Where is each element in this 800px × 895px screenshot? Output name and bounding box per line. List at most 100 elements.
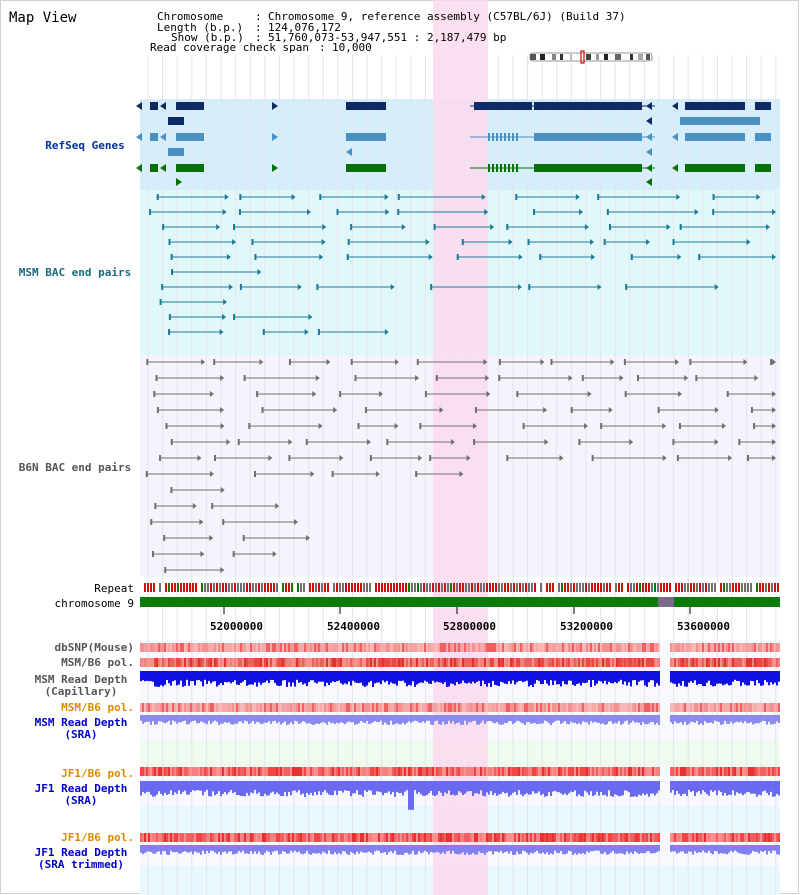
- track-label-jf1-depth-trim[interactable]: JF1 Read Depth: [34, 846, 128, 859]
- polymorphism-mark: [142, 643, 144, 652]
- polymorphism-mark: [396, 643, 398, 652]
- polymorphism-mark: [586, 703, 588, 712]
- polymorphism-mark: [700, 703, 702, 712]
- bac-end: [262, 329, 265, 335]
- read-depth-mark: [146, 671, 148, 681]
- repeat-mark: [339, 583, 341, 592]
- read-depth-mark: [438, 781, 440, 792]
- read-depth-mark: [582, 671, 584, 683]
- polymorphism-mark: [508, 658, 510, 667]
- bac-end: [689, 359, 692, 365]
- polymorphism-mark: [202, 833, 204, 842]
- polymorphism-mark: [770, 658, 772, 667]
- track-label-repeat[interactable]: Repeat: [94, 582, 134, 595]
- polymorphism-mark: [542, 767, 544, 776]
- polymorphism-mark: [312, 643, 314, 652]
- read-depth-mark: [726, 671, 728, 684]
- bac-end-arrow: [587, 391, 592, 397]
- read-depth-mark: [748, 715, 750, 724]
- polymorphism-mark: [548, 833, 550, 842]
- read-depth-mark: [692, 781, 694, 791]
- read-depth-mark: [398, 845, 400, 855]
- bac-end: [424, 391, 427, 397]
- track-label-chromosome[interactable]: chromosome 9: [54, 597, 134, 610]
- track-label-jf1-depth-trim-sub: (SRA trimmed): [37, 858, 125, 871]
- polymorphism-mark: [200, 703, 202, 712]
- track-label-msm-depth-cap[interactable]: MSM Read Depth: [34, 673, 128, 686]
- polymorphism-mark: [570, 703, 572, 712]
- track-label-jf1-depth-sra[interactable]: JF1 Read Depth: [34, 782, 128, 795]
- read-depth-mark: [734, 671, 736, 680]
- track-label-msm-b6-pol-2[interactable]: MSM/B6 pol.: [61, 701, 134, 714]
- polymorphism-mark: [486, 833, 488, 842]
- polymorphism-mark: [584, 767, 586, 776]
- read-depth-mark: [208, 845, 210, 854]
- bac-end: [232, 551, 235, 557]
- polymorphism-mark: [530, 643, 532, 652]
- track-label-dbsnp[interactable]: dbSNP(Mouse): [54, 641, 134, 654]
- repeat-mark: [312, 583, 314, 592]
- read-depth-mark: [628, 781, 630, 793]
- polymorphism-mark: [188, 767, 190, 776]
- polymorphism-mark: [430, 658, 432, 667]
- track-label-refseq[interactable]: RefSeq Genes: [45, 139, 125, 152]
- polymorphism-mark: [704, 833, 706, 842]
- track-label-msm-depth-cap-sub: (Capillary): [44, 685, 118, 698]
- read-depth-mark: [216, 671, 218, 687]
- polymorphism-mark: [482, 703, 484, 712]
- bac-end-arrow: [629, 439, 634, 445]
- track-label-msm-depth-sra[interactable]: MSM Read Depth: [34, 716, 128, 729]
- polymorphism-mark: [562, 767, 564, 776]
- repeat-mark: [645, 583, 647, 592]
- read-depth-mark: [312, 715, 314, 725]
- repeat-mark: [582, 583, 584, 592]
- bac-end-arrow: [677, 254, 682, 260]
- read-depth-mark: [398, 781, 400, 794]
- polymorphism-mark: [624, 658, 626, 667]
- bac-end: [171, 269, 174, 275]
- track-label-jf1-b6-pol[interactable]: JF1/B6 pol.: [61, 767, 134, 780]
- bac-end: [515, 194, 518, 200]
- bac-end-arrow: [721, 423, 726, 429]
- read-depth-mark: [368, 671, 370, 683]
- polymorphism-mark: [462, 767, 464, 776]
- read-depth-mark: [382, 671, 384, 681]
- polymorphism-mark: [724, 833, 726, 842]
- read-depth-mark: [226, 781, 228, 795]
- polymorphism-mark: [452, 833, 454, 842]
- polymorphism-mark: [620, 643, 622, 652]
- read-depth-mark: [194, 781, 196, 791]
- read-depth-mark: [262, 781, 264, 797]
- read-depth-mark: [342, 781, 344, 793]
- polymorphism-mark: [168, 658, 170, 667]
- polymorphism-mark: [198, 658, 200, 667]
- repeat-mark: [201, 583, 203, 592]
- read-depth-mark: [508, 671, 510, 682]
- read-depth-mark: [272, 845, 274, 852]
- bac-end: [161, 284, 164, 290]
- read-depth-mark: [342, 845, 344, 852]
- track-label-msm-b6-pol[interactable]: MSM/B6 pol.: [61, 656, 134, 669]
- repeat-mark: [558, 583, 560, 592]
- track-label-jf1-b6-pol-2[interactable]: JF1/B6 pol.: [61, 831, 134, 844]
- polymorphism-mark: [364, 767, 366, 776]
- read-depth-mark: [222, 845, 224, 853]
- polymorphism-mark: [462, 703, 464, 712]
- track-label-b6n-bac[interactable]: B6N BAC end pairs: [18, 461, 132, 474]
- polymorphism-mark: [294, 767, 296, 776]
- read-depth-mark: [740, 845, 742, 854]
- read-depth-mark: [266, 671, 268, 681]
- polymorphism-mark: [280, 833, 282, 842]
- polymorphism-mark: [614, 658, 616, 667]
- bac-end-arrow: [310, 471, 315, 477]
- track-label-msm-bac[interactable]: MSM BAC end pairs: [18, 266, 132, 279]
- polymorphism-mark: [158, 833, 160, 842]
- read-depth-mark: [690, 715, 692, 722]
- read-depth-mark: [276, 715, 278, 724]
- bac-end: [237, 439, 240, 445]
- read-depth-mark: [652, 781, 654, 794]
- polymorphism-mark: [568, 767, 570, 776]
- polymorphism-mark: [210, 703, 212, 712]
- polymorphism-mark: [254, 703, 256, 712]
